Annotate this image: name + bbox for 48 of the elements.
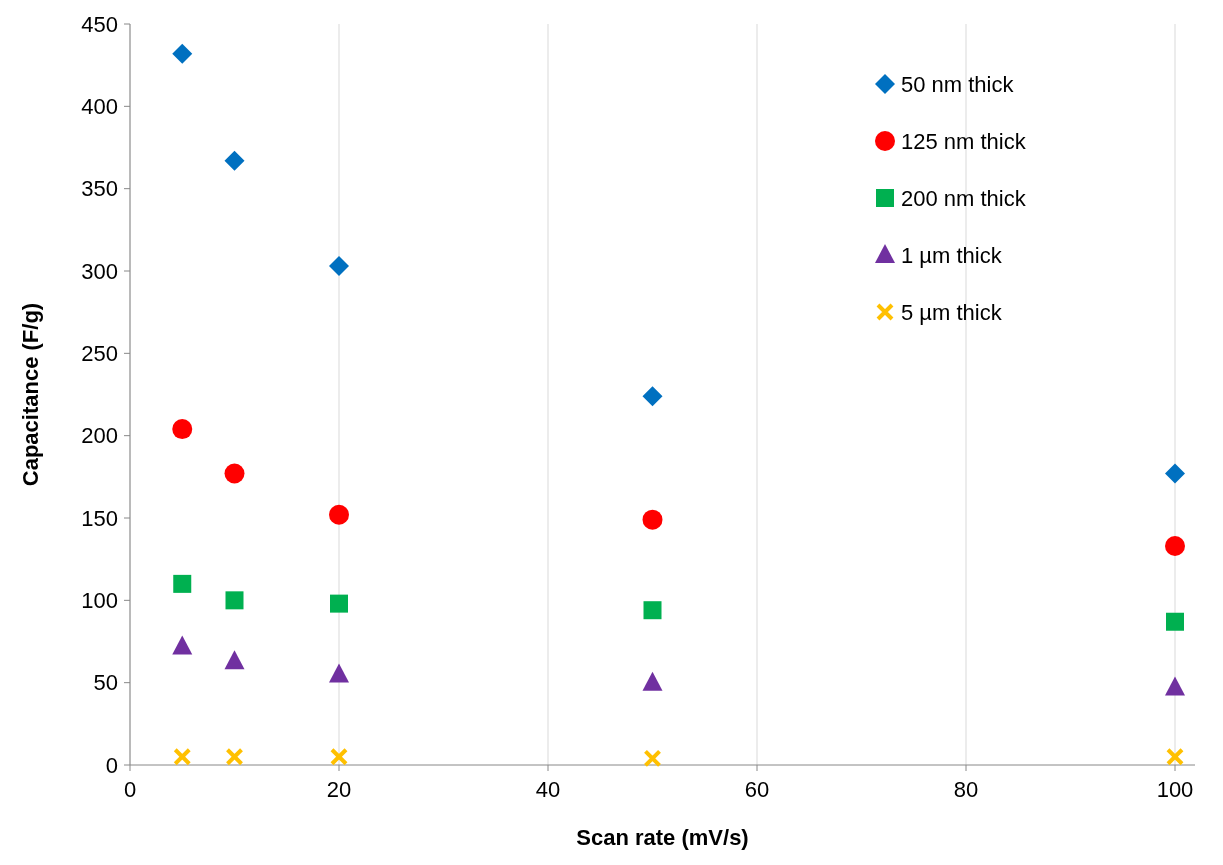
x-tick-label: 20 — [326, 777, 352, 802]
point — [1166, 747, 1184, 766]
y-tick-label: 200 — [81, 423, 118, 449]
point — [172, 635, 193, 655]
point — [642, 386, 663, 407]
x-axis-title: Scan rate (mV/s) — [576, 825, 749, 850]
x-tick-label: 40 — [535, 777, 561, 802]
legend-label: 5 µm thick — [901, 299, 1003, 325]
point — [173, 747, 192, 766]
x-tick-label: 80 — [953, 777, 979, 802]
point — [1165, 463, 1185, 484]
x-tick-label: 100 — [1156, 777, 1194, 802]
point — [172, 419, 193, 440]
y-tick-label: 50 — [93, 670, 118, 696]
x-tick-label: 0 — [123, 777, 137, 802]
point — [1166, 612, 1184, 631]
y-tick-label: 350 — [81, 176, 118, 202]
point — [224, 650, 245, 670]
y-axis-title: Capacitance (F/g) — [18, 302, 43, 487]
x-tick-label: 60 — [744, 777, 770, 802]
point — [329, 504, 349, 525]
point — [330, 747, 348, 766]
y-tick-label: 100 — [81, 588, 118, 614]
y-tick-label: 250 — [81, 341, 118, 367]
point — [329, 256, 349, 277]
point — [172, 43, 193, 64]
y-tick-label: 0 — [105, 752, 118, 778]
point — [1165, 676, 1185, 696]
point — [173, 574, 192, 593]
y-tick-label: 450 — [81, 11, 118, 37]
y-tick-label: 150 — [81, 505, 118, 531]
point — [642, 509, 663, 530]
point — [224, 150, 245, 171]
y-tick-label: 400 — [81, 94, 118, 120]
y-tick-label: 300 — [81, 258, 118, 284]
legend-label: 50 nm thick — [901, 71, 1015, 97]
legend-label: 1 µm thick — [901, 242, 1003, 268]
point — [329, 663, 349, 683]
point — [643, 749, 662, 768]
point — [224, 463, 245, 484]
point — [1165, 535, 1185, 556]
point — [643, 601, 662, 620]
point — [330, 594, 348, 613]
legend-label: 200 nm thick — [901, 185, 1027, 211]
point — [225, 747, 244, 766]
point — [642, 671, 663, 691]
legend-label: 125 nm thick — [901, 128, 1027, 154]
point — [225, 591, 244, 610]
